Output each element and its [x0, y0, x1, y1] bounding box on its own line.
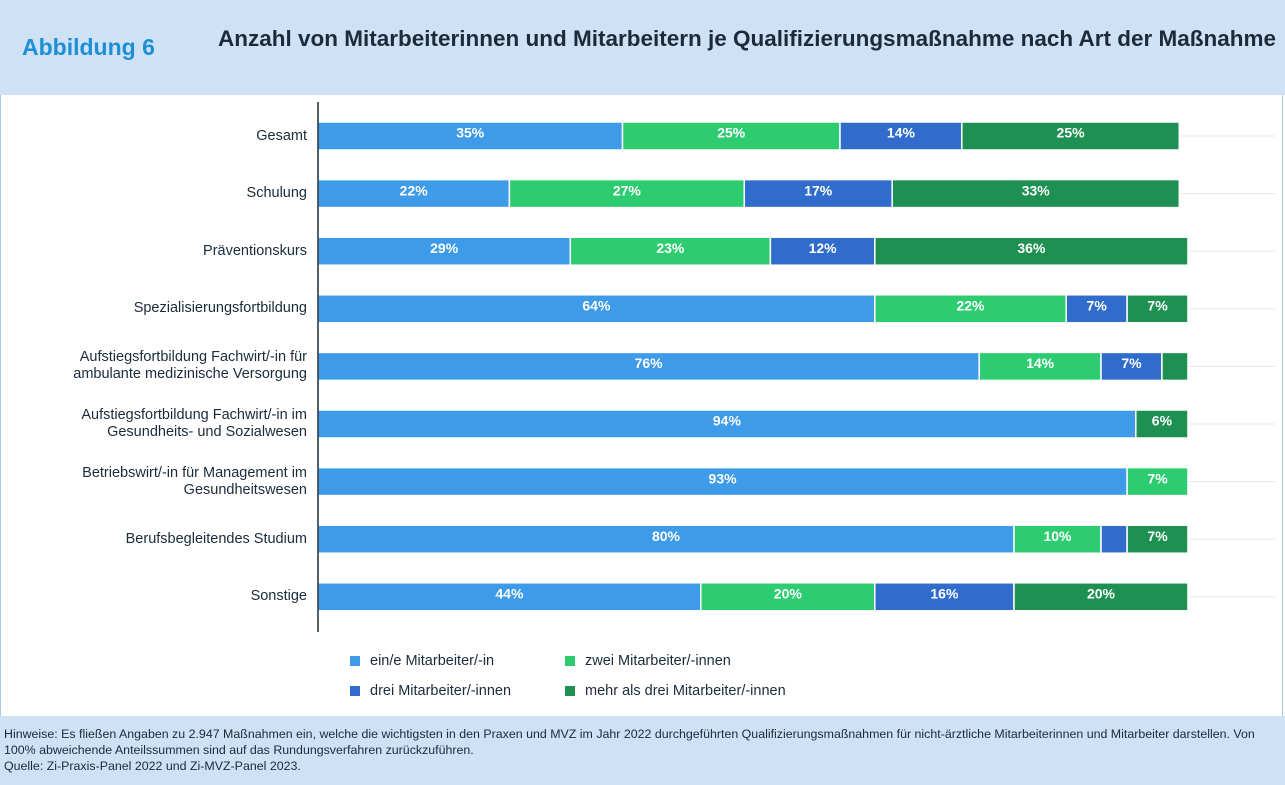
- value-label: 27%: [613, 182, 642, 198]
- value-label: 23%: [656, 240, 685, 256]
- category-label: Spezialisierungsfortbildung: [133, 300, 307, 317]
- value-label: 25%: [1057, 125, 1086, 141]
- bar-segment: [1135, 409, 1189, 439]
- bar-segment: [961, 121, 1181, 151]
- value-label: 64%: [582, 298, 611, 314]
- bar-segment: [1126, 294, 1189, 324]
- legend-swatch: [350, 656, 360, 666]
- value-label: 14%: [887, 125, 916, 141]
- value-label: 93%: [709, 470, 738, 486]
- bar-segment: [978, 351, 1102, 382]
- category-label: Aufstiegsfortbildung Fachwirt/-in im Ges…: [81, 407, 307, 440]
- legend-label: mehr als drei Mitarbeiter/-innen: [585, 683, 786, 699]
- value-label: 12%: [809, 240, 838, 256]
- legend-label: ein/e Mitarbeiter/-in: [370, 653, 494, 669]
- value-label: 33%: [1022, 182, 1051, 198]
- source: Quelle: Zi-Praxis-Panel 2022 und Zi-MVZ-…: [4, 759, 301, 773]
- legend-swatch: [565, 686, 575, 696]
- bar-segment: [743, 178, 893, 209]
- category-label: Gesamt: [256, 127, 307, 144]
- value-label: 94%: [713, 413, 742, 429]
- bar-segment: [769, 236, 876, 266]
- figure-label: Abbildung 6: [22, 34, 155, 60]
- value-label: 80%: [652, 528, 681, 544]
- value-label: 20%: [1087, 586, 1116, 602]
- value-label: 16%: [930, 586, 959, 602]
- bar-segment: [1126, 524, 1189, 554]
- chart: 35% 25% 14% 25% 22% 27% 17% 33% 29% 23% 12% 36% 64% 2…: [317, 102, 1275, 699]
- bar-segment: [1013, 524, 1102, 554]
- legend-swatch: [565, 656, 575, 666]
- value-label: 35%: [456, 125, 485, 141]
- value-label: 14%: [1026, 355, 1055, 371]
- value-label: 29%: [430, 240, 459, 256]
- value-label: 44%: [495, 586, 524, 602]
- value-label: 7%: [1147, 470, 1168, 486]
- bar-segment: [508, 178, 746, 209]
- category-label: Schulung: [246, 185, 307, 202]
- bar-segment: [317, 351, 980, 382]
- value-label: 36%: [1017, 240, 1046, 256]
- category-label: Sonstige: [250, 588, 307, 605]
- footer: Hinweise: Es fließen Angaben zu 2.947 Ma…: [0, 716, 1285, 785]
- category-label: Präventionskurs: [203, 242, 307, 259]
- bar-segment: [1065, 294, 1128, 324]
- value-label: 76%: [635, 355, 664, 371]
- chart-frame: [0, 95, 1283, 716]
- bar-segment: [1013, 582, 1189, 612]
- value-label: 7%: [1147, 528, 1168, 544]
- bar-segment: [874, 236, 1189, 266]
- value-label: 20%: [774, 586, 803, 602]
- legend-swatch: [350, 686, 360, 696]
- value-label: 22%: [956, 298, 985, 314]
- value-label: 25%: [717, 125, 746, 141]
- value-label: 17%: [804, 182, 833, 198]
- legend-label: zwei Mitarbeiter/-innen: [585, 653, 731, 669]
- bar-segment: [891, 178, 1181, 209]
- bar-segment: [874, 294, 1067, 324]
- bar-segment: [1126, 466, 1189, 497]
- notes: Hinweise: Es fließen Angaben zu 2.947 Ma…: [4, 727, 1255, 757]
- bar-segment: [1100, 524, 1128, 554]
- category-label: Berufsbegleitendes Studium: [125, 530, 307, 547]
- bar-segment: [700, 582, 876, 612]
- header: Abbildung 6 Anzahl von Mitarbeiterinnen …: [0, 0, 1285, 95]
- value-label: 7%: [1087, 298, 1108, 314]
- chart-title: Anzahl von Mitarbeiterinnen und Mitarbei…: [218, 26, 1277, 51]
- bar-segment: [874, 582, 1015, 612]
- value-label: 10%: [1043, 528, 1072, 544]
- category-label: Aufstiegsfortbildung Fachwirt/-in für am…: [73, 349, 307, 383]
- value-label: 22%: [400, 182, 429, 198]
- bar-segment: [1100, 351, 1163, 382]
- value-label: 7%: [1147, 298, 1168, 314]
- legend-label: drei Mitarbeiter/-innen: [370, 683, 511, 699]
- value-label: 6%: [1152, 413, 1173, 429]
- bar-segment: [1161, 351, 1189, 382]
- value-label: 7%: [1121, 355, 1142, 371]
- category-label: Betriebswirt/-in für Management im Gesun…: [82, 464, 307, 498]
